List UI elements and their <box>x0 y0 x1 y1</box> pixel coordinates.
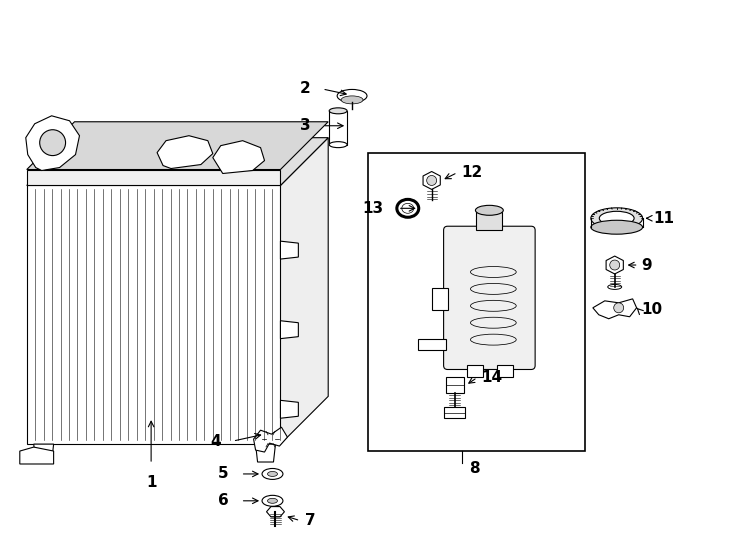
Bar <box>418 339 446 349</box>
Bar <box>329 111 347 145</box>
Ellipse shape <box>267 471 277 476</box>
Polygon shape <box>606 256 623 274</box>
Ellipse shape <box>599 211 634 225</box>
Text: 11: 11 <box>653 211 675 226</box>
Bar <box>432 288 448 310</box>
Text: 6: 6 <box>218 494 229 508</box>
Ellipse shape <box>267 498 277 503</box>
Ellipse shape <box>476 205 504 215</box>
Ellipse shape <box>608 285 622 289</box>
Polygon shape <box>255 444 275 462</box>
Ellipse shape <box>337 90 367 103</box>
Text: 14: 14 <box>482 370 503 385</box>
Text: 10: 10 <box>642 302 663 318</box>
Text: 7: 7 <box>305 513 316 528</box>
Text: 12: 12 <box>462 165 483 180</box>
Polygon shape <box>280 321 298 339</box>
Polygon shape <box>593 299 636 319</box>
Polygon shape <box>157 136 213 168</box>
Bar <box>498 364 513 377</box>
Text: 13: 13 <box>363 201 384 216</box>
Text: 8: 8 <box>470 462 480 476</box>
Bar <box>368 153 585 451</box>
Polygon shape <box>26 138 328 185</box>
Polygon shape <box>266 507 285 517</box>
Circle shape <box>610 260 619 270</box>
Polygon shape <box>34 444 54 462</box>
Text: 5: 5 <box>218 467 229 482</box>
Text: 1: 1 <box>146 475 156 490</box>
Polygon shape <box>280 400 298 418</box>
Text: 4: 4 <box>210 434 221 449</box>
Ellipse shape <box>341 96 363 104</box>
Bar <box>443 407 465 419</box>
Ellipse shape <box>329 108 347 114</box>
Polygon shape <box>253 427 288 452</box>
Ellipse shape <box>262 495 283 507</box>
Polygon shape <box>280 138 328 444</box>
Circle shape <box>614 303 624 313</box>
Circle shape <box>426 176 437 185</box>
Polygon shape <box>26 185 280 444</box>
Polygon shape <box>280 241 298 259</box>
Text: 9: 9 <box>642 258 653 273</box>
FancyBboxPatch shape <box>443 226 535 369</box>
Polygon shape <box>26 116 79 171</box>
Circle shape <box>40 130 65 156</box>
Polygon shape <box>213 140 264 173</box>
Polygon shape <box>20 447 54 464</box>
Ellipse shape <box>591 208 642 229</box>
Ellipse shape <box>591 220 642 234</box>
Bar <box>446 377 463 393</box>
Bar <box>468 364 484 377</box>
Polygon shape <box>26 170 280 185</box>
Text: 2: 2 <box>299 82 310 97</box>
Polygon shape <box>26 122 328 170</box>
Ellipse shape <box>329 141 347 147</box>
Polygon shape <box>423 172 440 190</box>
Text: 3: 3 <box>299 118 310 133</box>
Bar <box>476 212 502 230</box>
Ellipse shape <box>401 204 414 213</box>
Ellipse shape <box>262 469 283 480</box>
